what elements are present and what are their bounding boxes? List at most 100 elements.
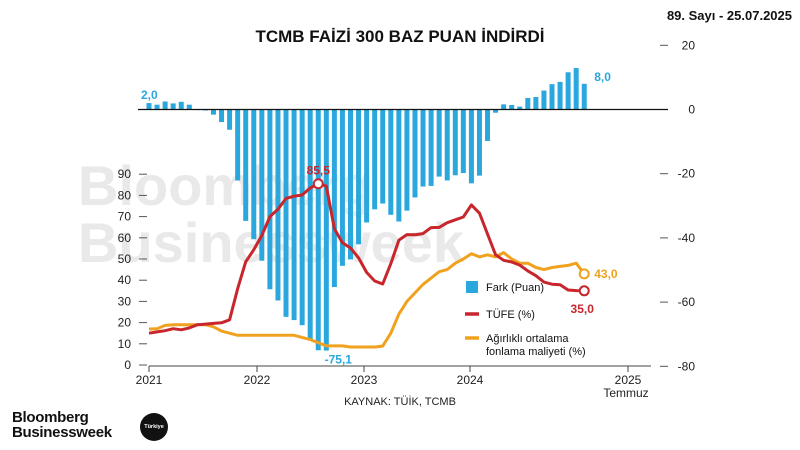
diff-bar	[251, 109, 257, 240]
annotations: 85,5 35,0 43,0 2,0 -75,1 8,0	[141, 70, 618, 367]
diff-bar	[444, 109, 450, 181]
y-left-tick-label: 90	[118, 167, 132, 181]
diff-bar	[227, 109, 233, 130]
diff-bar	[323, 109, 329, 351]
legend-label-cpi: TÜFE (%)	[486, 309, 535, 321]
diff-min-label: -75,1	[325, 353, 353, 367]
brand-badge: Türkiye	[140, 413, 168, 441]
diff-bar	[267, 109, 273, 290]
diff-bar	[549, 84, 555, 110]
diff-bar	[243, 109, 249, 221]
diff-bar	[162, 101, 168, 110]
diff-bar	[291, 109, 297, 321]
diff-bar	[468, 109, 474, 184]
diff-bar	[154, 104, 160, 110]
axes: 0 10 20 30 40 50 60 70 80 90 20 0 -20 -40 -60 -80 2021 20…	[118, 38, 696, 400]
y-left-tick-label: 70	[118, 210, 132, 224]
cpi-last-label: 35,0	[571, 302, 595, 316]
issue-date-label: 89. Sayı - 25.07.2025	[666, 8, 792, 23]
diff-bar	[493, 109, 499, 113]
diff-bar	[420, 109, 426, 187]
diff-bar	[436, 109, 442, 177]
legend-label-bars: Fark (Puan)	[486, 282, 544, 294]
y-right-tick-label: -60	[678, 295, 696, 309]
y-left-tick-label: 80	[118, 188, 132, 202]
cpi-line	[148, 182, 585, 335]
diff-bar	[509, 105, 515, 110]
chart-title: TCMB FAİZİ 300 BAZ PUAN İNDİRDİ	[255, 27, 544, 46]
diff-last-label: 8,0	[594, 70, 611, 84]
diff-bar	[573, 68, 579, 110]
diff-bar	[315, 109, 321, 351]
funding-last-marker	[578, 268, 590, 280]
cpi-peak-marker	[312, 178, 324, 190]
diff-bar	[275, 109, 281, 301]
diff-bar	[388, 109, 394, 215]
source-label: KAYNAK: TÜİK, TCMB	[344, 395, 456, 408]
diff-bar	[219, 109, 225, 123]
diff-bar	[557, 81, 563, 110]
y-left-tick-label: 50	[118, 252, 132, 266]
diff-bar	[283, 109, 289, 317]
x-tick-label: 2022	[244, 373, 271, 387]
brand-line1: Bloomberg	[12, 409, 89, 426]
brand-logo: Bloomberg Businessweek	[12, 410, 112, 440]
diff-bar	[259, 109, 265, 261]
diff-bar	[339, 109, 345, 266]
diff-bar	[146, 103, 152, 110]
y-right-tick-label: 20	[682, 38, 696, 52]
diff-bar	[565, 72, 571, 110]
diff-bar	[452, 109, 458, 176]
diff-bar	[541, 90, 547, 110]
line-series	[148, 182, 586, 349]
x-tick-label: 2021	[136, 373, 163, 387]
y-right-tick-label: -80	[678, 359, 696, 373]
diff-bar	[380, 109, 386, 204]
y-right-tick-label: -20	[678, 167, 696, 181]
diff-bar	[307, 109, 313, 340]
diff-bar	[331, 109, 337, 288]
diff-bar	[476, 109, 482, 176]
legend-swatch-bars	[466, 281, 478, 293]
diff-bar	[170, 103, 176, 110]
y-right-tick-label: -40	[678, 231, 696, 245]
diff-bar	[396, 109, 402, 222]
y-left-tick-label: 60	[118, 231, 132, 245]
x-tick-label: 2025	[615, 373, 642, 387]
diff-bar	[412, 109, 418, 198]
diff-bar	[525, 97, 531, 110]
x-tick-label: 2023	[351, 373, 378, 387]
diff-bar	[404, 109, 410, 211]
diff-bar	[210, 109, 216, 115]
diff-bar	[533, 96, 539, 110]
y-left-tick-label: 0	[124, 358, 131, 372]
legend-label-funding-1: Ağırlıklı ortalama	[486, 333, 569, 345]
cpi-last-marker	[578, 285, 590, 297]
bar-series	[146, 68, 587, 351]
y-right-tick-label: 0	[688, 103, 695, 117]
diff-bar	[348, 109, 353, 260]
diff-bar	[485, 109, 491, 141]
diff-first-label: 2,0	[141, 88, 158, 102]
diff-bar	[517, 106, 523, 110]
brand-line2: Businessweek	[12, 424, 112, 441]
diff-bar	[501, 104, 507, 110]
diff-bar	[460, 109, 466, 174]
diff-bar	[581, 83, 587, 110]
legend: Fark (Puan) TÜFE (%) Ağırlıklı ortalamafon…	[465, 281, 586, 358]
y-left-tick-label: 20	[118, 316, 132, 330]
y-left-tick-label: 40	[118, 273, 132, 287]
funding-cost-line	[148, 251, 586, 349]
diff-bar	[235, 109, 241, 181]
diff-bar	[299, 109, 305, 326]
diff-bar	[428, 109, 434, 186]
legend-label-funding-2: fonlama maliyeti (%)	[486, 346, 586, 358]
diff-bar	[372, 109, 378, 210]
funding-last-label: 43,0	[594, 267, 618, 281]
diff-bar	[178, 101, 184, 110]
cpi-peak-label: 85,5	[307, 164, 331, 178]
diff-bar	[364, 109, 370, 223]
y-left-tick-label: 10	[118, 337, 132, 351]
diff-bar	[186, 104, 192, 110]
